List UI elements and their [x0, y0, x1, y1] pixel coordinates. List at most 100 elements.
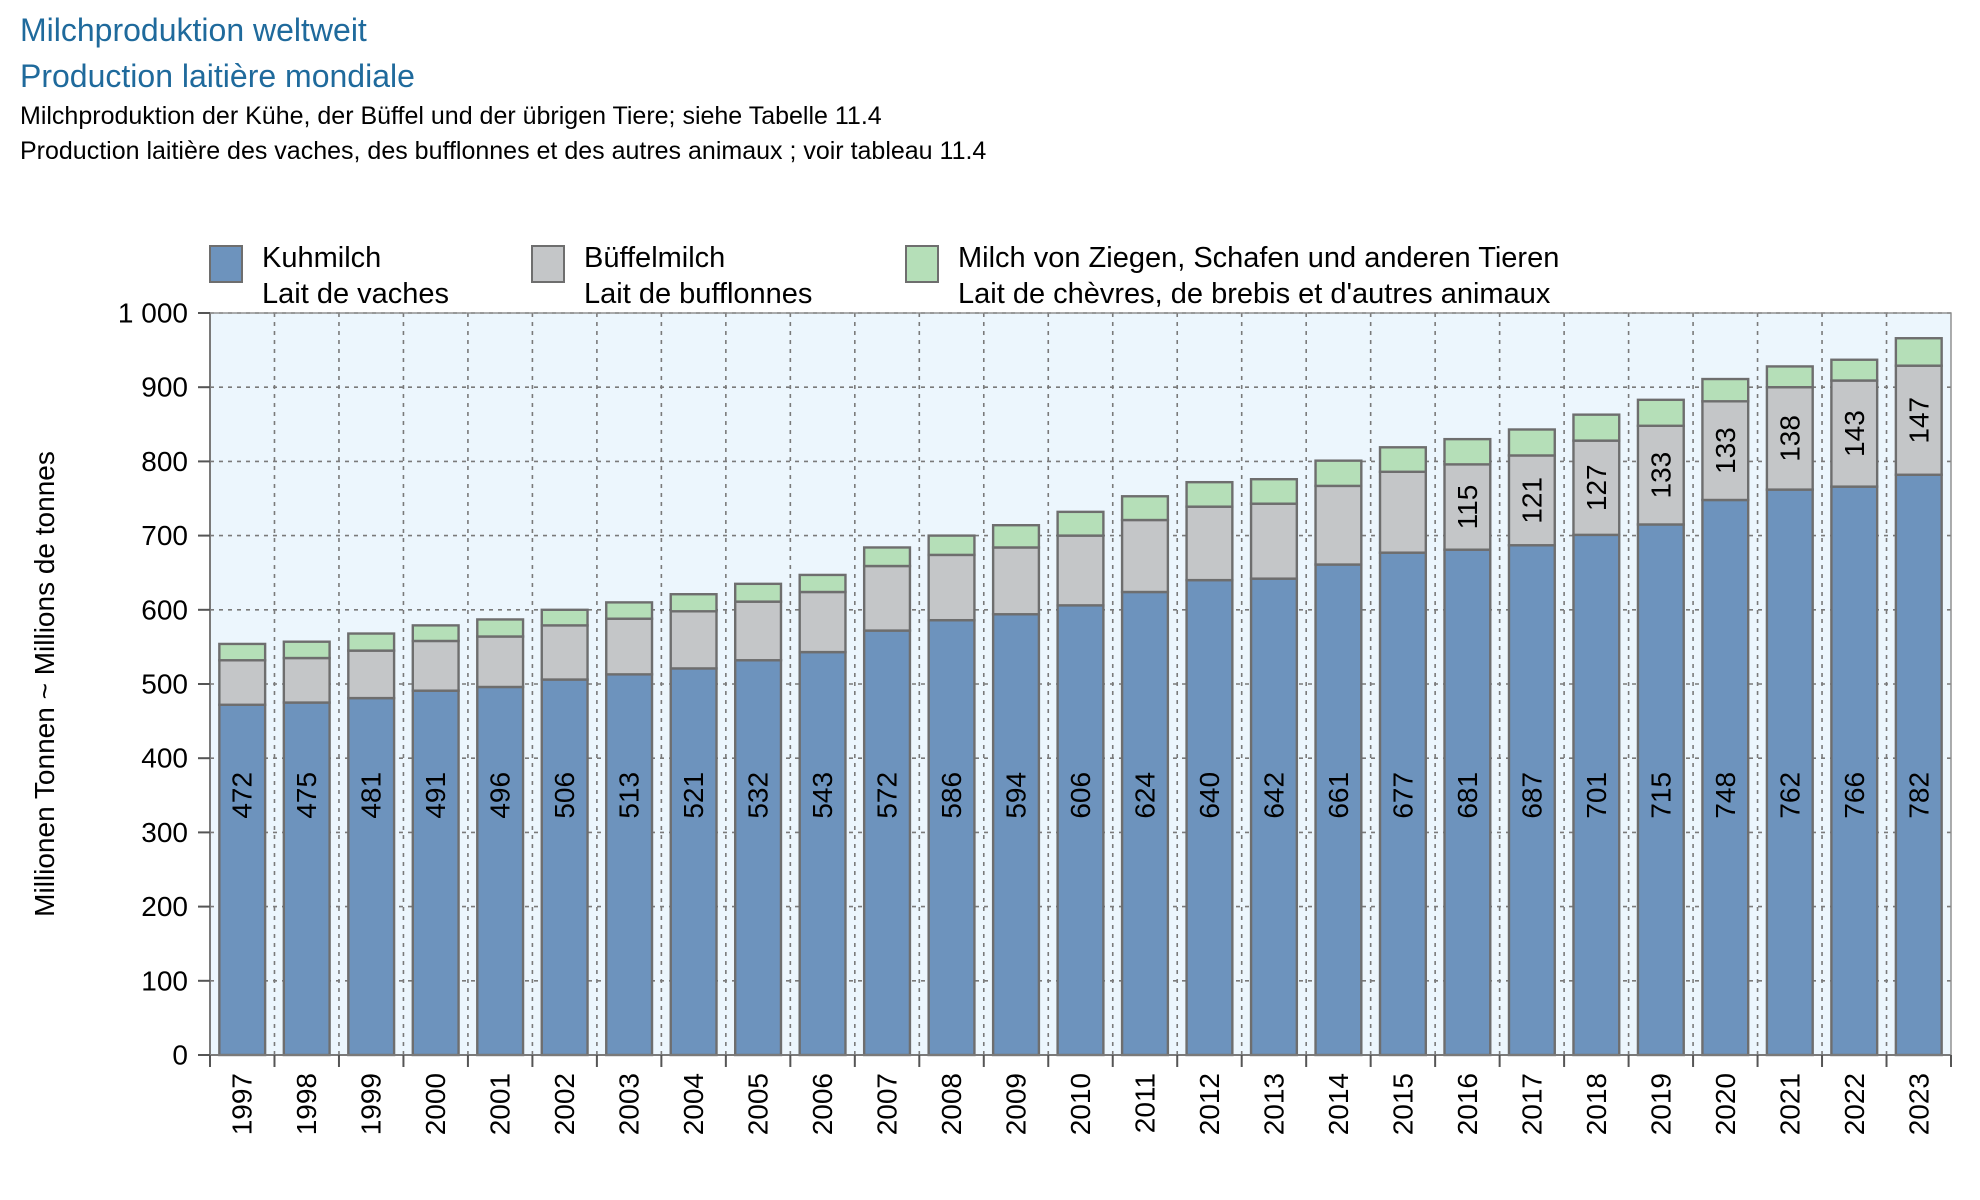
x-tick-label: 2008: [936, 1073, 967, 1135]
bar-segment: [218, 703, 267, 1057]
y-tick-label: 700: [141, 520, 188, 551]
bar-segment: [734, 659, 783, 1057]
bar-group-2017: 687 121: [1507, 428, 1556, 1057]
bar-segment: [1443, 437, 1492, 466]
bar-group-2018: 701 127: [1572, 413, 1621, 1057]
bar-segment: [347, 696, 396, 1057]
bar-segment: [411, 624, 460, 643]
bar-group-1998: 475: [282, 640, 331, 1057]
bar-segment: [282, 701, 331, 1057]
x-tick-label: 2004: [678, 1073, 709, 1135]
x-tick-label: 2021: [1774, 1073, 1805, 1135]
bar-group-2007: 572: [862, 546, 912, 1057]
bar-segment: [411, 689, 460, 1057]
bar-group-2012: 640: [1185, 480, 1234, 1057]
x-tick-label: 2018: [1581, 1073, 1612, 1135]
bar-value-label: 506: [549, 772, 580, 819]
bar-segment: [1120, 518, 1170, 594]
x-tick-label: 2001: [485, 1073, 516, 1135]
chart-title-de: Milchproduktion weltweit: [20, 12, 367, 48]
x-tick-label: 2011: [1129, 1073, 1160, 1133]
bar-value-label: 715: [1645, 772, 1676, 819]
bar-segment: [1830, 485, 1879, 1057]
bar-value-label: 475: [291, 772, 322, 819]
bar-segment: [1636, 398, 1685, 427]
bar-segment: [1378, 470, 1427, 554]
bar-segment: [1056, 604, 1105, 1057]
y-tick-label: 800: [141, 446, 188, 477]
bar-value-label: 624: [1129, 772, 1160, 819]
bar-segment: [1314, 459, 1363, 488]
x-tick-label: 2013: [1258, 1073, 1289, 1135]
bar-segment: [1765, 365, 1814, 389]
bar-segment: [991, 613, 1041, 1057]
bar-segment: [411, 639, 460, 692]
bar-segment: [1056, 534, 1105, 607]
bar-segment: [1572, 413, 1621, 442]
bar-value-label: 572: [872, 772, 903, 819]
bar-value-label: 521: [678, 772, 709, 819]
y-tick-label: 600: [141, 594, 188, 625]
bar-group-2013: 642: [1249, 478, 1299, 1057]
bar-value-label: 532: [743, 772, 774, 819]
y-tick-label: 0: [172, 1040, 188, 1071]
bar-segment: [1185, 480, 1234, 508]
bar-segment: [605, 601, 654, 620]
y-axis-title: Millionen Tonnen ~ Millions de tonnes: [29, 451, 60, 917]
bar-segment: [798, 573, 847, 594]
bar-segment: [1120, 590, 1170, 1057]
bar-group-2001: 496: [476, 618, 525, 1057]
bar-segment: [476, 618, 525, 638]
bar-value-label: 121: [1516, 477, 1547, 524]
bar-value-label: 138: [1774, 415, 1805, 462]
bar-segment: [734, 600, 783, 662]
bar-value-label: 133: [1710, 427, 1741, 474]
legend-label-fr: Lait de bufflonnes: [584, 278, 812, 310]
bar-segment: [669, 593, 718, 613]
bar-value-label: 147: [1903, 397, 1934, 444]
y-tick-label: 300: [141, 817, 188, 848]
bar-group-2004: 521: [669, 593, 718, 1057]
bar-group-2019: 715 133: [1636, 398, 1685, 1057]
bar-segment: [1314, 484, 1363, 566]
bar-segment: [1185, 578, 1234, 1057]
x-tick-label: 2016: [1452, 1073, 1483, 1135]
bar-segment: [669, 667, 718, 1057]
bar-segment: [798, 650, 847, 1057]
bar-segment: [347, 632, 396, 652]
bar-group-2023: 782 147: [1894, 337, 1943, 1057]
bar-segment: [1185, 505, 1234, 582]
bar-group-2020: 748 133: [1701, 377, 1750, 1057]
bar-group-1997: 472: [218, 642, 267, 1057]
bar-value-label: 782: [1903, 772, 1934, 819]
chart-subtitle-fr: Production laitière des vaches, des buff…: [20, 137, 987, 165]
bar-segment: [1894, 364, 1943, 476]
bar-segment: [218, 659, 267, 706]
x-tick-label: 2020: [1710, 1073, 1741, 1135]
bar-value-label: 642: [1258, 772, 1289, 819]
bar-segment: [1894, 473, 1943, 1057]
legend-label-de: Kuhmilch: [262, 242, 381, 274]
bar-segment: [1636, 424, 1685, 526]
legend-swatch: [209, 245, 243, 283]
bar-segment: [927, 553, 976, 622]
bar-segment: [669, 610, 718, 670]
bar-value-label: 472: [227, 772, 258, 819]
x-axis: 1997 1998 1999 2000 2001 2002 2003 2004 2005 2006…: [209, 1055, 1952, 1135]
bar-value-label: 681: [1452, 772, 1483, 819]
bar-segment: [1894, 337, 1943, 367]
legend-label-de: Büffelmilch: [584, 242, 725, 274]
bar-value-label: 133: [1645, 452, 1676, 499]
bar-segment: [991, 524, 1041, 549]
x-tick-label: 2019: [1645, 1073, 1676, 1135]
bar-segment: [540, 624, 589, 681]
bar-segment: [1572, 439, 1621, 537]
bar-group-2021: 762 138: [1765, 365, 1814, 1057]
bar-segment: [1249, 577, 1299, 1057]
bar-segment: [1830, 358, 1879, 382]
bar-segment: [476, 685, 525, 1057]
legend-label-de: Milch von Ziegen, Schafen und anderen Ti…: [958, 242, 1559, 274]
bar-value-label: 766: [1839, 772, 1870, 819]
x-tick-label: 2003: [614, 1073, 645, 1135]
y-axis: 0 100 200 300 400 500 600 700 800 900 1 000: [118, 298, 210, 1071]
